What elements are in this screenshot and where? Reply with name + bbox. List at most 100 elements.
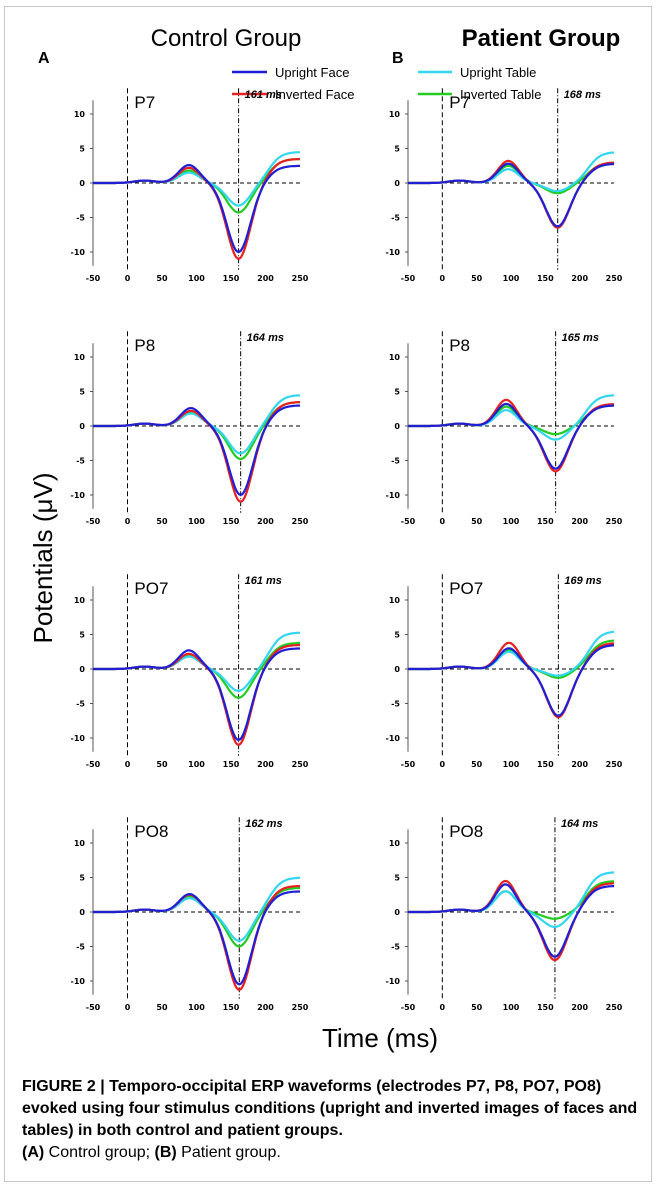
latency-label: 168 ms: [564, 89, 601, 101]
x-tick-label: 100: [503, 1003, 520, 1012]
figure-frame: [4, 6, 652, 1182]
y-tick-label: 0: [79, 179, 85, 188]
y-tick-label: 5: [394, 631, 400, 640]
caption-b-text: Patient group.: [176, 1144, 281, 1161]
y-tick-label: -10: [71, 248, 86, 257]
y-axis-label: Potentials (μV): [28, 472, 58, 643]
x-tick-label: 50: [471, 1003, 483, 1012]
y-tick-label: 10: [389, 596, 401, 605]
legend-label-inverted-face: Inverted Face: [275, 87, 355, 102]
legend-label-upright-table: Upright Table: [460, 65, 536, 80]
x-tick-label: 100: [503, 760, 520, 769]
x-tick-label: 50: [156, 1003, 168, 1012]
x-tick-label: 150: [223, 1003, 240, 1012]
y-tick-label: 5: [79, 874, 85, 883]
caption-b-label: (B): [154, 1144, 177, 1161]
x-tick-label: 150: [223, 760, 240, 769]
x-tick-label: -50: [86, 517, 101, 526]
x-tick-label: 200: [571, 274, 588, 283]
latency-label: 162 ms: [245, 818, 282, 830]
col-title-control: Control Group: [151, 25, 302, 52]
y-tick-label: 10: [74, 110, 86, 119]
erp-figure: Control Group Patient Group A B Upright …: [28, 25, 623, 1053]
latency-label: 164 ms: [247, 332, 284, 344]
series-line-upright-face: [93, 404, 301, 497]
x-tick-label: -50: [86, 760, 101, 769]
x-tick-label: 250: [606, 517, 623, 526]
latency-label: 164 ms: [561, 818, 598, 830]
caption-legend: (A) Control group; (B) Patient group.: [22, 1142, 647, 1164]
y-tick-label: 0: [79, 908, 85, 917]
x-tick-label: -50: [401, 274, 416, 283]
caption-a-label: (A): [22, 1144, 45, 1161]
x-tick-label: 0: [125, 760, 131, 769]
x-tick-label: 100: [188, 760, 205, 769]
series-line-upright-table: [93, 876, 301, 942]
x-tick-label: 0: [125, 274, 131, 283]
x-tick-label: 150: [223, 517, 240, 526]
x-tick-label: 200: [571, 760, 588, 769]
x-axis-label: Time (ms): [322, 1023, 438, 1053]
panel-letter-a: A: [38, 50, 50, 67]
y-tick-label: 10: [389, 839, 401, 848]
x-tick-label: 250: [606, 760, 623, 769]
x-tick-label: 0: [440, 760, 446, 769]
series-line-upright-face: [408, 644, 615, 717]
x-tick-label: 200: [257, 760, 274, 769]
electrode-label: P7: [134, 93, 155, 112]
series-line-upright-face: [408, 162, 615, 228]
x-tick-label: 150: [537, 1003, 554, 1012]
electrode-label: PO8: [134, 822, 168, 841]
legend-label-upright-face: Upright Face: [275, 65, 349, 80]
x-tick-label: 0: [440, 1003, 446, 1012]
y-tick-label: 5: [79, 631, 85, 640]
y-tick-label: -5: [391, 457, 400, 466]
y-tick-label: 5: [79, 388, 85, 397]
y-tick-label: 10: [74, 353, 86, 362]
legend-label-inverted-table: Inverted Table: [460, 87, 541, 102]
electrode-label: PO7: [134, 579, 168, 598]
series-line-inverted-table: [408, 161, 615, 195]
x-tick-label: 100: [188, 517, 205, 526]
y-tick-label: 0: [79, 665, 85, 674]
x-tick-label: 250: [606, 1003, 623, 1012]
x-tick-label: 200: [257, 517, 274, 526]
series-line-upright-face: [93, 890, 300, 986]
x-tick-label: 150: [223, 274, 240, 283]
x-tick-label: 250: [292, 517, 309, 526]
y-tick-label: -5: [76, 214, 85, 223]
y-tick-label: 0: [394, 422, 400, 431]
y-tick-label: 10: [389, 110, 401, 119]
panel-letter-b: B: [392, 50, 404, 67]
x-tick-label: -50: [401, 1003, 416, 1012]
x-tick-label: 150: [537, 760, 554, 769]
latency-label: 161 ms: [245, 89, 282, 101]
x-tick-label: 0: [440, 517, 446, 526]
y-tick-label: 10: [389, 353, 401, 362]
y-tick-label: 5: [394, 874, 400, 883]
x-tick-label: 50: [156, 274, 168, 283]
x-tick-label: 50: [156, 760, 168, 769]
y-tick-label: -5: [391, 214, 400, 223]
x-tick-label: 100: [188, 274, 205, 283]
series-line-upright-face: [93, 647, 300, 741]
y-tick-label: 0: [394, 665, 400, 674]
x-tick-label: 50: [471, 517, 483, 526]
x-tick-label: 200: [571, 1003, 588, 1012]
series-line-upright-face: [93, 164, 300, 253]
legend-left: Upright Face Inverted Face: [232, 65, 355, 102]
series-line-inverted-table: [93, 157, 301, 214]
series-line-upright-face: [408, 402, 615, 470]
x-tick-label: 50: [471, 274, 483, 283]
series-line-inverted-face: [408, 641, 615, 719]
latency-label: 169 ms: [564, 575, 601, 587]
y-tick-label: 0: [79, 422, 85, 431]
electrode-label: P8: [449, 336, 470, 355]
x-tick-label: 100: [503, 274, 520, 283]
x-tick-label: -50: [86, 274, 101, 283]
